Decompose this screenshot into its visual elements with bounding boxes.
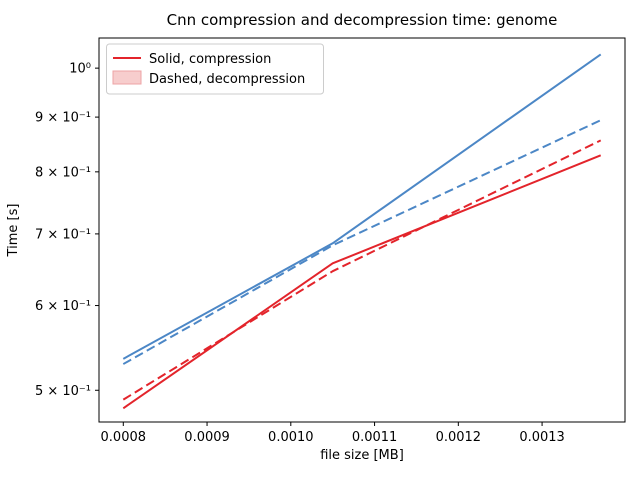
series-line-decompression-blue-dashed [122,119,602,365]
y-tick-label: 9 × 10⁻¹ [35,111,91,126]
chart-title: Cnn compression and decompression time: … [167,11,558,29]
legend-item-compression-label: Solid, compression [149,52,271,67]
x-axis-ticks: 0.0008 0.0009 0.0010 0.0011 0.0012 0.0013 [101,422,565,445]
legend-box [106,43,324,95]
series-line-decompression-red-dashed [122,139,602,401]
y-tick-label: 8 × 10⁻¹ [35,165,91,180]
y-tick-label: 7 × 10⁻¹ [35,227,91,242]
x-tick-label: 0.0012 [436,430,482,445]
x-tick-label: 0.0011 [352,430,398,445]
series-lines [122,53,602,410]
legend: Solid, compression Dashed, decompression [106,43,324,95]
series-line-compression-red-solid [122,154,602,410]
legend-item-decompression-label: Dashed, decompression [149,72,305,87]
series-line-compression-blue-solid [122,53,602,360]
y-tick-label: 10⁰ [69,62,91,77]
x-tick-label: 0.0008 [101,430,147,445]
legend-dashed-patch-swatch [112,70,142,85]
y-axis-ticks: 10⁰ 9 × 10⁻¹ 8 × 10⁻¹ 7 × 10⁻¹ 6 × 10⁻¹ 5 × 1… [35,62,99,399]
x-axis-label: file size [MB] [320,448,404,463]
x-tick-label: 0.0009 [184,430,230,445]
y-tick-label: 6 × 10⁻¹ [35,299,91,314]
x-tick-label: 0.0013 [519,430,565,445]
y-tick-label: 5 × 10⁻¹ [35,384,91,399]
y-axis-label: Time [s] [6,204,21,258]
plot-area [98,37,626,423]
x-tick-label: 0.0010 [268,430,314,445]
